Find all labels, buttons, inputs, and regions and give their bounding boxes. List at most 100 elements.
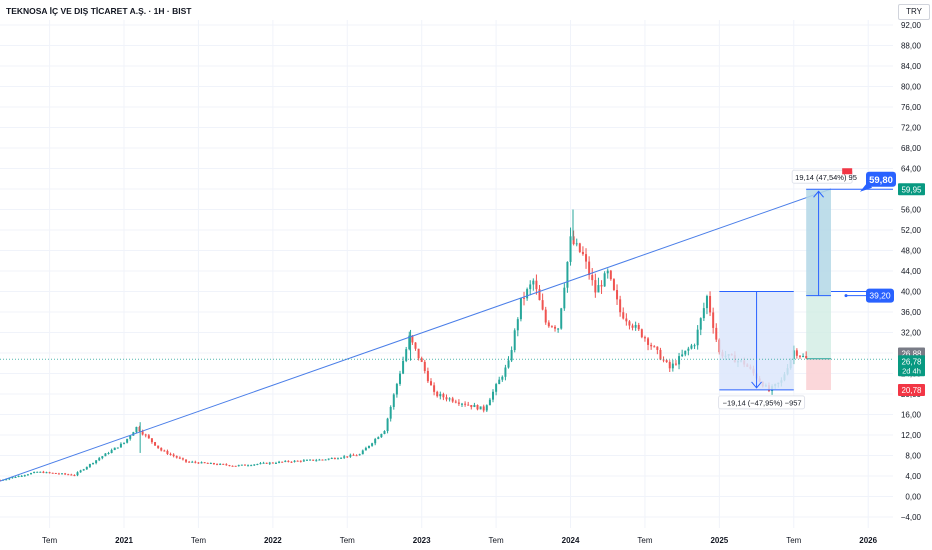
candle-body <box>523 297 526 299</box>
x-tick-label: 2025 <box>710 536 728 545</box>
position-zones <box>806 291 831 391</box>
candle-body <box>541 300 544 310</box>
candle-body <box>566 261 569 288</box>
candle-body <box>330 458 333 460</box>
x-tick-label: Tem <box>42 536 57 545</box>
candle-body <box>712 312 715 328</box>
candle-body <box>200 462 203 464</box>
candle-body <box>575 243 578 245</box>
candle-body <box>209 463 212 465</box>
candle-body <box>299 460 302 462</box>
price-axis[interactable]: 92,00 88,00 84,00 80,00 76,00 72,00 68,00 64,00… <box>901 21 922 522</box>
candle-body <box>433 385 436 392</box>
candle-body <box>48 472 51 474</box>
x-tick-label: Tem <box>489 536 504 545</box>
candle-body <box>163 450 166 452</box>
candle-body <box>67 474 70 476</box>
candle-body <box>414 342 417 349</box>
candle-body <box>625 318 628 322</box>
candle-body <box>569 236 572 262</box>
candle-body <box>154 442 157 446</box>
trendline[interactable] <box>0 188 832 482</box>
candle-body <box>705 296 708 309</box>
x-tick-label: 2021 <box>115 536 133 545</box>
time-axis[interactable]: Tem 2021 Tem 2022 Tem 2023 Tem 2024 Tem 2025 Tem 20… <box>42 536 878 545</box>
measure-down-label-box <box>718 395 806 410</box>
currency-button[interactable]: TRY <box>898 4 930 20</box>
stop-badge: 20,78 <box>901 386 922 395</box>
candle-body <box>678 356 681 365</box>
y-tick-label: 32,00 <box>901 329 922 338</box>
candle-body <box>110 450 113 453</box>
candle-body <box>178 457 181 459</box>
x-tick-label: Tem <box>340 536 355 545</box>
y-tick-label: 16,00 <box>901 411 922 420</box>
candle-body <box>166 450 169 454</box>
candle-body <box>377 437 380 440</box>
candle-body <box>578 243 581 252</box>
candle-body <box>550 326 553 328</box>
trendline-layer[interactable] <box>0 188 832 482</box>
candle-body <box>516 319 519 331</box>
candle-body <box>662 359 665 361</box>
candle-body <box>681 354 684 357</box>
candle-body <box>8 478 11 480</box>
candle-body <box>408 335 411 350</box>
candle-body <box>212 463 215 465</box>
candle-body <box>696 329 699 346</box>
candle-body <box>169 453 172 455</box>
y-tick-label: 8,00 <box>905 452 921 461</box>
candle-body <box>371 443 374 446</box>
measure-up-arrowhead <box>813 190 824 198</box>
candle-body <box>312 459 315 461</box>
candle-body <box>104 453 107 457</box>
candle-body <box>690 345 693 349</box>
candle-body <box>476 404 479 410</box>
candle-body <box>293 460 296 462</box>
candle-body <box>343 456 346 458</box>
candle-body <box>420 358 423 362</box>
x-tick-label: Tem <box>191 536 206 545</box>
candle-body <box>70 474 73 476</box>
candle-body <box>135 426 138 433</box>
candle-body <box>640 329 643 338</box>
y-tick-label: 84,00 <box>901 62 922 71</box>
candle-body <box>473 404 476 408</box>
candle-body <box>581 251 584 255</box>
y-tick-label: 48,00 <box>901 247 922 256</box>
candle-body <box>637 324 640 330</box>
candle-body <box>619 299 622 313</box>
candle-body <box>417 348 420 359</box>
candle-body <box>92 463 95 465</box>
candle-body <box>321 459 324 461</box>
candle-body <box>470 404 473 408</box>
candle-body <box>73 475 76 477</box>
candle-body <box>554 326 557 329</box>
candle-body <box>405 349 408 361</box>
candle-body <box>181 458 184 460</box>
candle-body <box>684 350 687 355</box>
candle-body <box>647 338 650 345</box>
measure-tools[interactable]: 19,14 (47,54%) 95 −19,14 (−47,95%) −957 <box>718 168 893 410</box>
candle-body <box>228 465 231 467</box>
candle-body <box>188 461 191 463</box>
candle-body <box>101 456 104 459</box>
candle-body <box>116 447 119 449</box>
candle-body <box>160 447 163 451</box>
candle-body <box>150 438 153 443</box>
candle-body <box>296 460 299 462</box>
candle-body <box>544 309 547 323</box>
candle-body <box>51 472 54 474</box>
candle-body <box>274 462 277 464</box>
y-tick-label: 0,00 <box>905 493 921 502</box>
candle-body <box>5 479 8 481</box>
candle-body <box>504 367 507 377</box>
candle-body <box>501 376 504 380</box>
candle-body <box>253 464 256 466</box>
candle-body <box>634 324 637 328</box>
candle-body <box>585 254 588 262</box>
x-tick-label: 2024 <box>562 536 580 545</box>
candle-body <box>197 462 200 464</box>
